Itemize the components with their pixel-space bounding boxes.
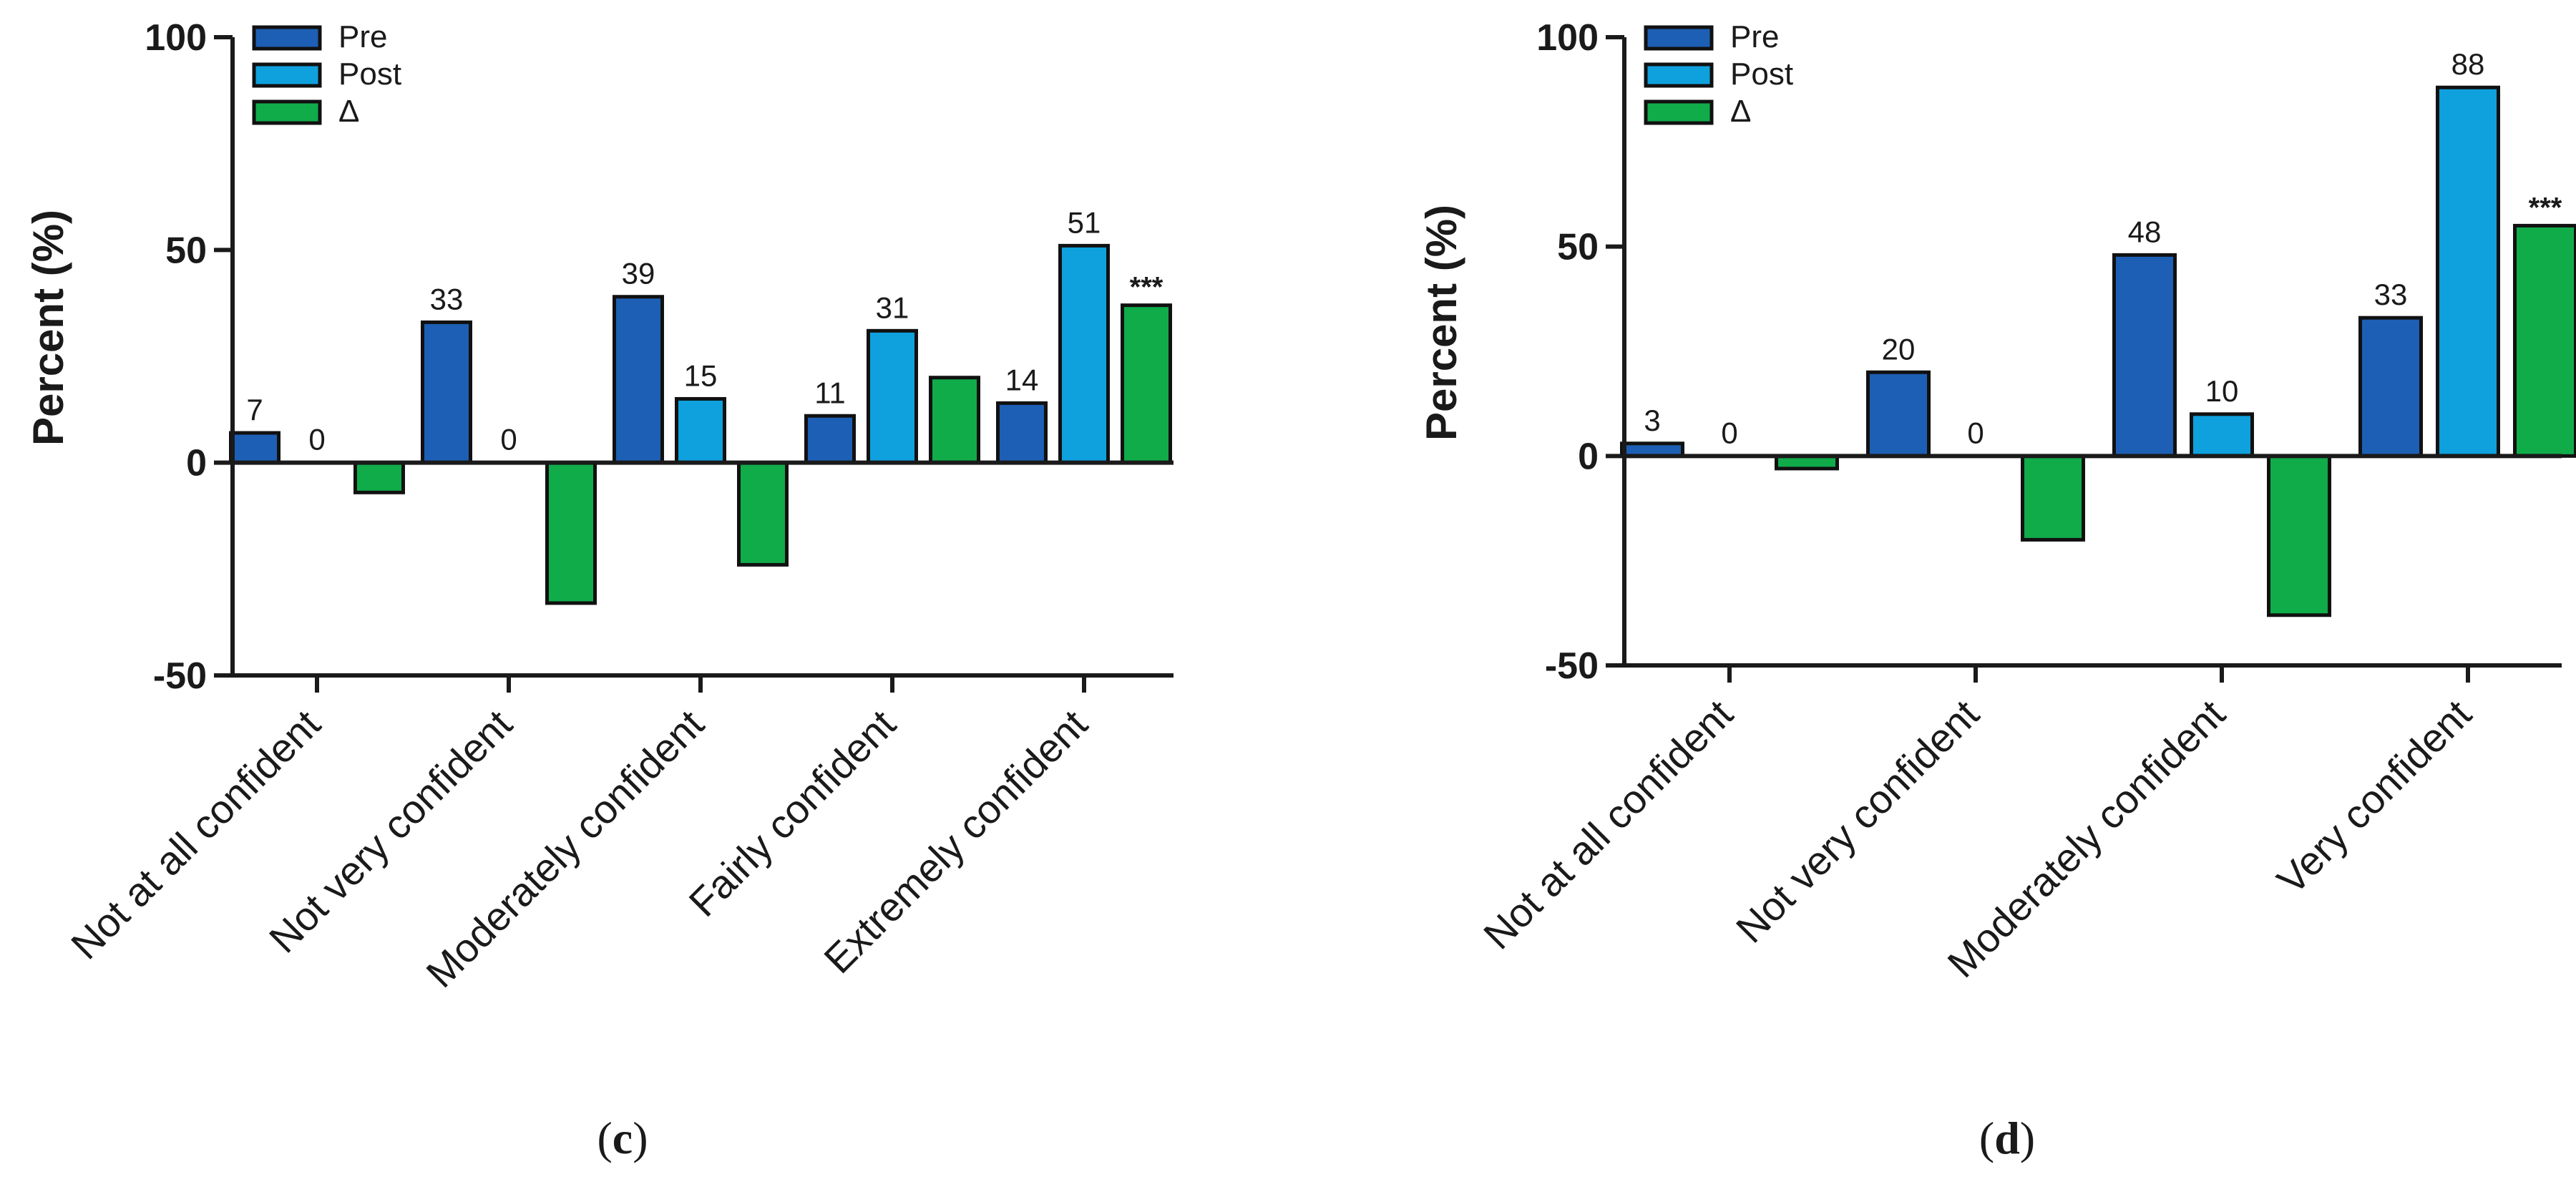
y-axis-label: Percent (%) bbox=[24, 210, 72, 446]
x-tick-label: Not very confident bbox=[1727, 691, 1988, 952]
panel-label-open: ( bbox=[1979, 1113, 1994, 1163]
data-label: 10 bbox=[2205, 374, 2239, 408]
bar-post-5 bbox=[1058, 243, 1110, 465]
data-label: 48 bbox=[2128, 215, 2162, 248]
y-tick-label: -50 bbox=[1545, 645, 1599, 687]
panel-label-letter: d bbox=[1994, 1113, 2020, 1163]
legend-label-pre: Pre bbox=[1730, 19, 1779, 54]
legend-label-pre: Pre bbox=[338, 19, 387, 54]
panel-label: (d) bbox=[1979, 1113, 2035, 1163]
legend-swatch-pre bbox=[252, 25, 322, 51]
panel-label-close: ) bbox=[633, 1113, 648, 1163]
bar-pre-3 bbox=[2112, 253, 2177, 458]
bar-pre-2 bbox=[421, 320, 472, 465]
data-label: 0 bbox=[1721, 416, 1737, 449]
bar-delta-3 bbox=[737, 461, 789, 567]
bar-delta-4 bbox=[2513, 223, 2576, 458]
legend-label-post: Post bbox=[338, 57, 401, 92]
bar-pre-4 bbox=[804, 414, 856, 465]
legend-label-delta: Δ bbox=[1730, 94, 1751, 129]
significance-label: *** bbox=[1130, 272, 1163, 303]
data-label: 15 bbox=[684, 358, 718, 392]
legend-swatch-delta bbox=[252, 99, 322, 125]
data-label: 14 bbox=[1005, 363, 1039, 396]
legend-label-delta: Δ bbox=[338, 94, 359, 129]
data-label: 33 bbox=[430, 282, 464, 316]
bar-pre-2 bbox=[1866, 370, 1931, 458]
data-label: 11 bbox=[814, 376, 846, 409]
data-label: 31 bbox=[876, 290, 909, 324]
bar-delta-2 bbox=[545, 461, 597, 605]
bar-pre-3 bbox=[613, 295, 664, 465]
bar-delta-1 bbox=[353, 461, 405, 494]
bar-delta-3 bbox=[2267, 454, 2331, 617]
legend-swatch-delta bbox=[1644, 99, 1714, 125]
bar-post-3 bbox=[2190, 412, 2254, 458]
bar-delta-4 bbox=[929, 376, 980, 465]
y-tick-label: 50 bbox=[1557, 227, 1599, 268]
y-tick-label: 100 bbox=[1536, 17, 1599, 59]
data-label: 88 bbox=[2451, 47, 2485, 81]
panel-label: (c) bbox=[597, 1113, 648, 1163]
legend-swatch-pre bbox=[1644, 25, 1714, 51]
bar-pre-1 bbox=[229, 431, 280, 465]
significance-label: *** bbox=[2529, 192, 2562, 223]
y-axis-label: Percent (%) bbox=[1418, 205, 1465, 441]
data-label: 0 bbox=[500, 423, 517, 456]
bar-post-4 bbox=[2436, 85, 2500, 458]
bar-pre-4 bbox=[2358, 316, 2423, 458]
y-tick-label: 0 bbox=[186, 443, 207, 484]
data-label: 0 bbox=[1967, 416, 1984, 449]
data-label: 20 bbox=[1882, 332, 1916, 366]
x-tick-label: Not at all confident bbox=[1475, 691, 1742, 958]
data-label: 39 bbox=[622, 257, 655, 290]
panel-label-open: ( bbox=[597, 1113, 612, 1163]
panel-label-letter: c bbox=[613, 1113, 633, 1163]
legend-swatch-post bbox=[1644, 62, 1714, 88]
y-tick-label: 100 bbox=[145, 17, 207, 59]
x-tick-label: Fairly confident bbox=[680, 701, 904, 925]
bar-pre-5 bbox=[996, 401, 1048, 465]
bar-delta-5 bbox=[1121, 303, 1172, 465]
legend-swatch-post bbox=[252, 62, 322, 88]
panel-label-close: ) bbox=[2020, 1113, 2035, 1163]
data-label: 0 bbox=[308, 423, 325, 456]
x-tick-label: Moderately confident bbox=[1938, 691, 2233, 986]
bar-delta-2 bbox=[2021, 454, 2085, 542]
data-label: 33 bbox=[2374, 278, 2408, 311]
x-tick-label: Very confident bbox=[2268, 691, 2480, 903]
y-tick-label: 0 bbox=[1578, 436, 1599, 477]
y-tick-label: -50 bbox=[153, 655, 207, 697]
chart-d: 3 0 Not at all confident 20 0 Not very confid… bbox=[1418, 17, 2576, 1163]
bar-post-4 bbox=[867, 328, 918, 465]
data-label: 51 bbox=[1068, 205, 1101, 239]
bar-post-3 bbox=[675, 396, 726, 465]
y-tick-label: 50 bbox=[165, 230, 207, 271]
data-label: 3 bbox=[1644, 404, 1660, 437]
legend-label-post: Post bbox=[1730, 57, 1793, 92]
data-label: 7 bbox=[246, 393, 263, 426]
